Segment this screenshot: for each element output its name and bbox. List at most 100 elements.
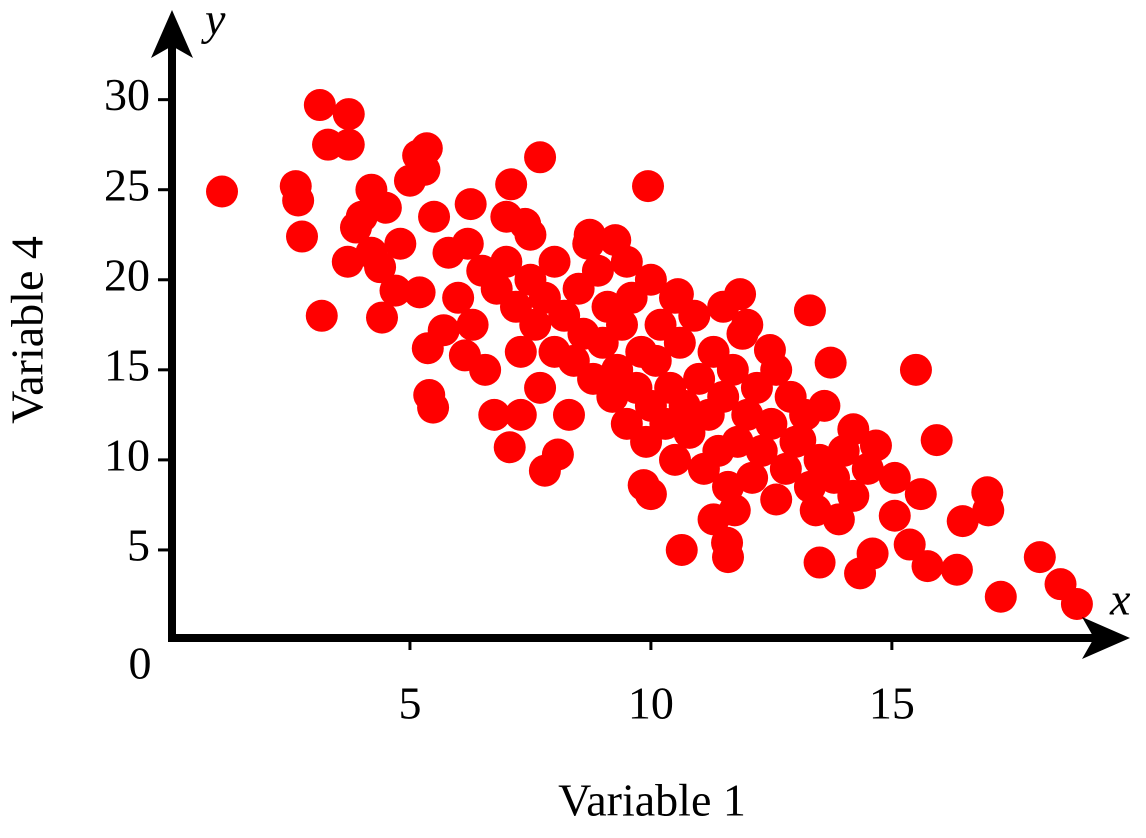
point <box>504 335 537 368</box>
point <box>355 236 388 269</box>
point <box>572 227 605 260</box>
point <box>659 443 692 476</box>
y-tick-label: 10 <box>104 429 150 480</box>
point <box>615 281 648 314</box>
point <box>610 245 643 278</box>
point <box>716 353 749 386</box>
y-tick-label: 5 <box>127 520 150 571</box>
x-axis-letter: x <box>1109 574 1131 625</box>
point <box>946 505 979 538</box>
point <box>456 308 489 341</box>
point <box>627 469 660 502</box>
point <box>659 281 692 314</box>
point <box>827 434 860 467</box>
point <box>490 200 523 233</box>
point <box>303 89 336 122</box>
point <box>493 431 526 464</box>
point <box>814 346 847 379</box>
point <box>971 476 1004 509</box>
point <box>940 553 973 586</box>
point <box>856 537 889 570</box>
point <box>286 220 319 253</box>
axes <box>151 10 1130 659</box>
point <box>524 371 557 404</box>
point <box>427 314 460 347</box>
point <box>538 245 571 278</box>
y-tick-label: 15 <box>104 339 150 390</box>
point <box>822 503 855 536</box>
point <box>504 398 537 431</box>
point <box>760 483 793 516</box>
point <box>837 479 870 512</box>
point <box>711 526 744 559</box>
point <box>495 168 528 201</box>
point <box>665 533 698 566</box>
y-axis-letter: y <box>201 0 226 45</box>
y-tick-label: 25 <box>104 159 150 210</box>
point <box>403 276 436 309</box>
point <box>920 424 953 457</box>
point <box>541 438 574 471</box>
point <box>581 254 614 287</box>
point <box>760 353 793 386</box>
point <box>668 389 701 422</box>
x-tick-label: 15 <box>869 678 915 729</box>
point <box>721 425 754 458</box>
point <box>366 301 399 334</box>
point <box>417 391 450 424</box>
point <box>899 353 932 386</box>
point <box>478 398 511 431</box>
point <box>332 98 365 131</box>
point <box>524 141 557 174</box>
point <box>893 528 926 561</box>
point <box>418 200 451 233</box>
point <box>697 503 730 536</box>
x-tick-label: 5 <box>398 678 421 729</box>
points <box>206 89 1093 620</box>
point <box>984 580 1017 613</box>
point <box>911 550 944 583</box>
point <box>1023 541 1056 574</box>
point <box>707 380 740 413</box>
point <box>1060 587 1093 620</box>
point <box>282 184 315 217</box>
point <box>552 398 585 431</box>
point <box>745 434 778 467</box>
x-tick-label: 10 <box>628 678 674 729</box>
point <box>731 308 764 341</box>
point <box>605 308 638 341</box>
x-axis-label: Variable 1 <box>558 775 746 826</box>
point <box>712 470 745 503</box>
point <box>793 470 826 503</box>
point <box>454 188 487 221</box>
y-tick-label: 30 <box>104 69 150 120</box>
x-arrow <box>1082 617 1130 659</box>
point <box>663 326 696 359</box>
point <box>451 227 484 260</box>
y-arrow <box>151 10 193 58</box>
point <box>490 245 523 278</box>
point <box>731 398 764 431</box>
point <box>878 461 911 494</box>
point <box>632 170 665 203</box>
point <box>904 478 937 511</box>
point <box>206 175 239 208</box>
y-axis-label: Variable 4 <box>2 236 53 424</box>
point <box>707 290 740 323</box>
point <box>803 546 836 579</box>
y-tick-label: 20 <box>104 249 150 300</box>
point <box>469 353 502 386</box>
point <box>769 452 802 485</box>
point <box>345 200 378 233</box>
point <box>596 380 629 413</box>
point <box>683 362 716 395</box>
point <box>393 164 426 197</box>
origin-label: 0 <box>129 638 152 689</box>
point <box>755 407 788 440</box>
point <box>519 308 552 341</box>
point <box>379 274 412 307</box>
point <box>442 281 475 314</box>
point <box>851 452 884 485</box>
point <box>332 128 365 161</box>
point <box>793 294 826 327</box>
